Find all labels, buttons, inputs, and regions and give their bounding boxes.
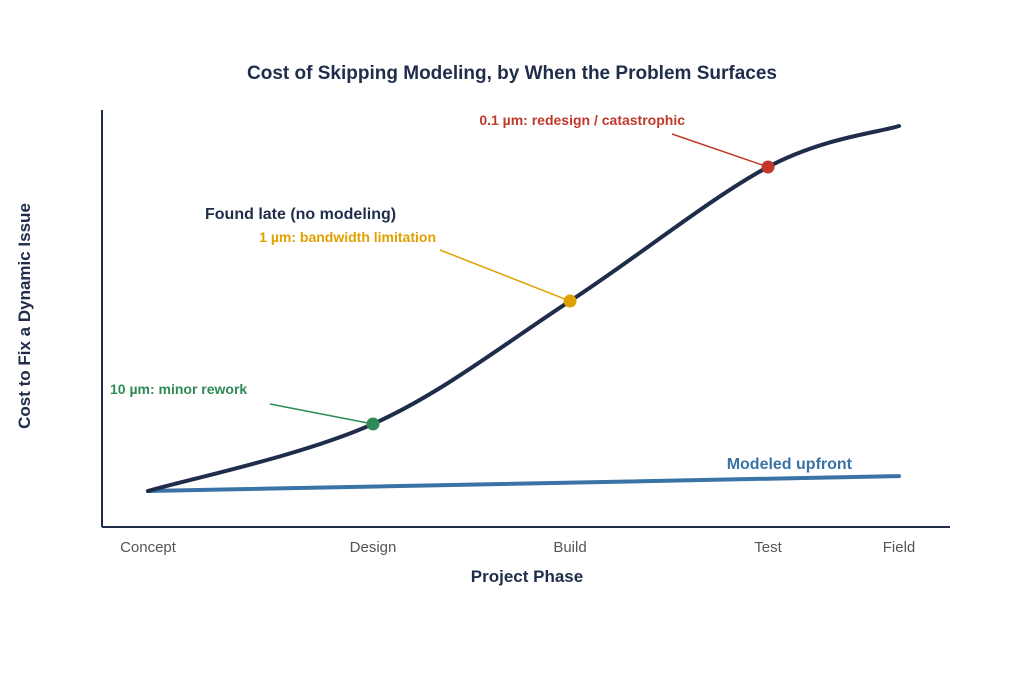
annotation-label: 0.1 µm: redesign / catastrophic	[479, 112, 685, 128]
data-point-marker	[563, 294, 577, 308]
y-axis-title: Cost to Fix a Dynamic Issue	[15, 203, 34, 429]
x-axis-title: Project Phase	[471, 567, 583, 586]
series-label-found-late: Found late (no modeling)	[205, 206, 396, 223]
x-tick-label: Design	[350, 539, 397, 556]
data-point-marker	[761, 160, 775, 174]
annotation-label: 1 µm: bandwidth limitation	[259, 229, 436, 245]
x-tick-label: Field	[883, 539, 916, 556]
data-point-marker	[366, 417, 380, 431]
x-tick-label: Build	[553, 539, 586, 556]
annotation-leader-line	[671, 133, 769, 168]
series-line-modeled-upfront	[146, 474, 901, 493]
series-line-found-late	[146, 124, 901, 493]
series-label-modeled-upfront: Modeled upfront	[727, 456, 853, 473]
annotation-label: 10 µm: minor rework	[110, 381, 247, 397]
plot-area: Concept Design Build Test Field Found late (n…	[110, 112, 915, 556]
x-tick-label: Concept	[120, 539, 177, 556]
annotation-leader-line	[439, 249, 571, 302]
x-tick-label: Test	[754, 539, 782, 556]
chart-title: Cost of Skipping Modeling, by When the P…	[247, 63, 777, 84]
annotation-leader-line	[269, 403, 374, 425]
